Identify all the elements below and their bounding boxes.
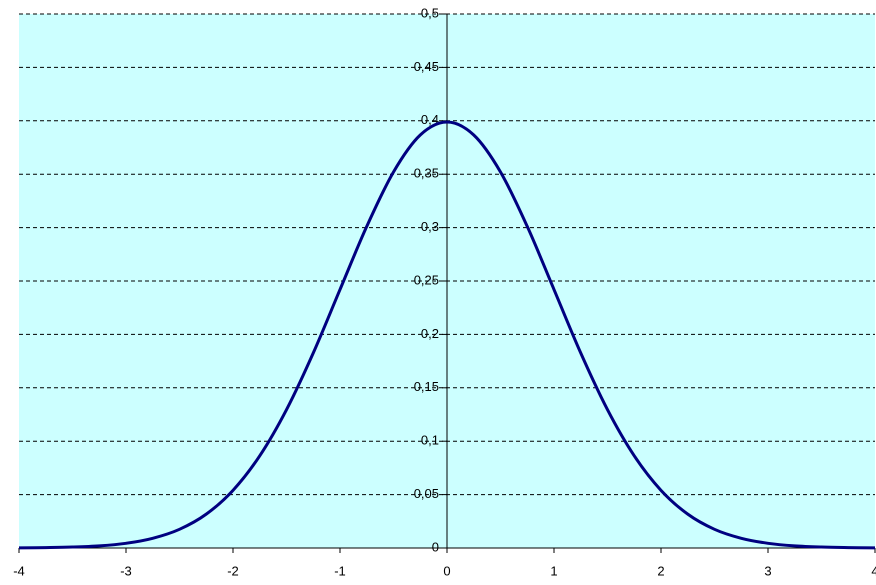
x-tick-label: 1 [550,563,557,578]
y-tick-label: 0,5 [421,5,439,20]
x-tick-label: 4 [871,563,876,578]
data-line [18,120,876,550]
x-tick-label: 2 [657,563,664,578]
y-tick-label: 0,25 [414,272,439,287]
y-tick-label: 0,3 [421,219,439,234]
y-tick-label: 0 [432,539,439,554]
x-tick-label: 0 [443,563,450,578]
x-tick-label: -1 [334,563,346,578]
x-tick-label: 3 [764,563,771,578]
y-tick-label: 0,45 [414,59,439,74]
y-tick-label: 0,35 [414,166,439,181]
x-tick-label: -3 [120,563,132,578]
y-tick-label: 0,15 [414,379,439,394]
x-tick-label: -2 [227,563,239,578]
y-tick-label: 0,1 [421,433,439,448]
y-tick-label: 0,05 [414,486,439,501]
x-tick-label: -4 [13,563,25,578]
y-tick-label: 0,2 [421,326,439,341]
